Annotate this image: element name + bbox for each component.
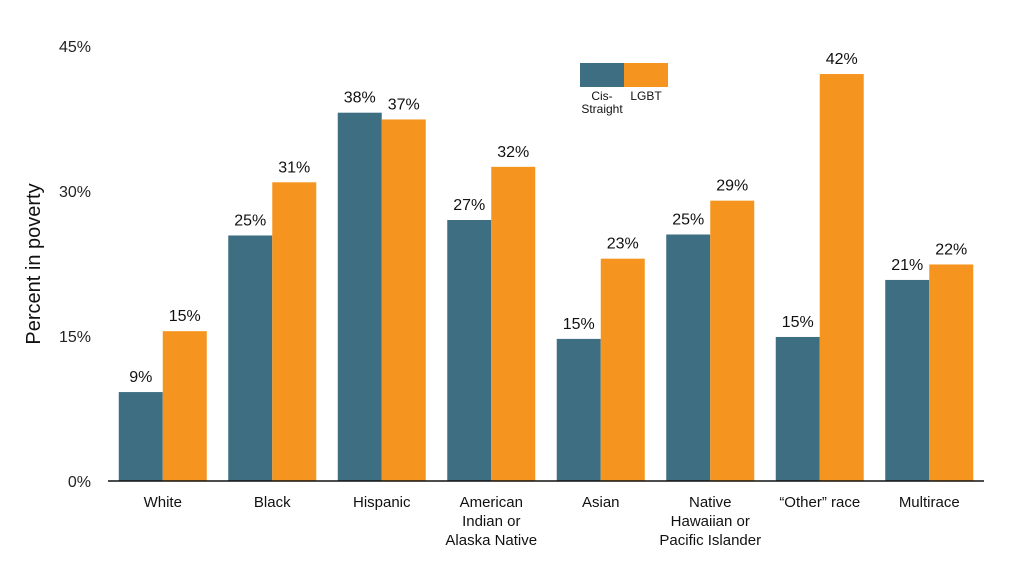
y-axis-ticks: 0% 15% 30% 45%	[59, 39, 91, 491]
bar-cis-straight	[447, 220, 492, 481]
data-label: 31%	[278, 159, 310, 176]
data-label: 22%	[935, 241, 967, 258]
y-tick-label: 30%	[59, 184, 91, 201]
data-label: 32%	[497, 144, 529, 161]
x-category-label: “Other” race	[779, 494, 860, 511]
bar-lgbt	[381, 119, 426, 481]
bar-lgbt	[491, 166, 536, 482]
legend-label: LGBT	[630, 89, 662, 103]
bar-lgbt	[600, 258, 645, 481]
data-label: 15%	[169, 308, 201, 325]
bar-cis-straight	[337, 112, 382, 481]
bar-cis-straight	[885, 279, 930, 481]
data-labels: 9% 15% 25% 31% 38% 37% 27% 32% 15% 23% 25% 29% 15% 42…	[129, 51, 967, 386]
bars	[118, 74, 974, 482]
x-category-label: Black	[254, 494, 291, 511]
x-axis-categories: White Black Hispanic American Indian or Alask…	[144, 494, 960, 549]
x-category-label: Asian	[582, 494, 620, 511]
bar-cis-straight	[228, 235, 273, 481]
y-axis-label: Percent in poverty	[23, 183, 45, 344]
bar-lgbt	[819, 74, 864, 482]
legend-label: Cis-Straight	[581, 89, 623, 116]
data-label: 25%	[234, 212, 266, 229]
data-label: 9%	[129, 369, 152, 386]
legend-swatch	[580, 63, 624, 87]
data-label: 21%	[891, 257, 923, 274]
y-tick-label: 0%	[68, 474, 91, 491]
bar-cis-straight	[775, 336, 820, 481]
bar-cis-straight	[666, 234, 711, 481]
data-label: 38%	[344, 90, 376, 107]
data-label: 15%	[782, 314, 814, 331]
data-label: 23%	[607, 236, 639, 253]
x-category-label: White	[144, 494, 182, 511]
x-category-label: Native Hawaiian or Pacific Islander	[659, 494, 761, 549]
data-label: 42%	[826, 51, 858, 68]
x-category-label: American Indian or Alaska Native	[445, 494, 537, 549]
x-category-label: Multirace	[899, 494, 960, 511]
data-label: 25%	[672, 212, 704, 229]
bar-cis-straight	[556, 338, 601, 481]
bar-lgbt	[162, 331, 207, 481]
data-label: 27%	[453, 197, 485, 214]
bar-lgbt	[272, 182, 317, 482]
y-tick-label: 45%	[59, 39, 91, 56]
x-category-label: Hispanic	[353, 494, 411, 511]
y-tick-label: 15%	[59, 329, 91, 346]
data-label: 15%	[563, 316, 595, 333]
bar-lgbt	[710, 200, 755, 481]
legend-swatch	[624, 63, 668, 87]
bar-cis-straight	[118, 392, 163, 481]
data-label: 37%	[388, 96, 420, 113]
data-label: 29%	[716, 178, 748, 195]
bar-lgbt	[929, 264, 974, 481]
legend: Cis-Straight LGBT	[580, 63, 668, 116]
